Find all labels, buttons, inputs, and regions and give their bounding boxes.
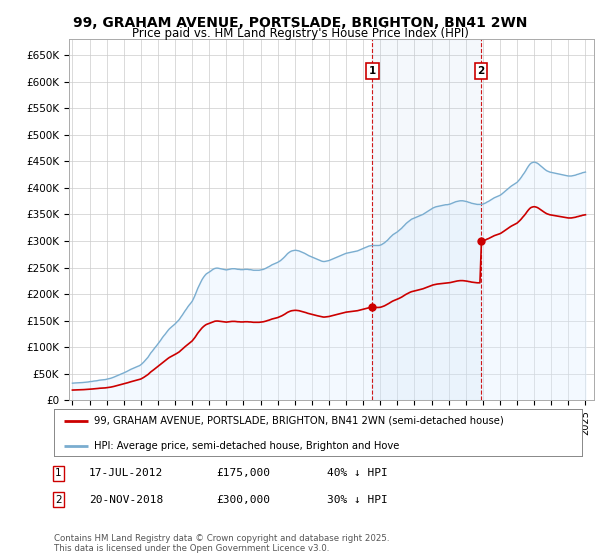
Text: 20-NOV-2018: 20-NOV-2018 xyxy=(89,494,163,505)
Text: Contains HM Land Registry data © Crown copyright and database right 2025.
This d: Contains HM Land Registry data © Crown c… xyxy=(54,534,389,553)
Text: 1: 1 xyxy=(55,468,62,478)
Text: 99, GRAHAM AVENUE, PORTSLADE, BRIGHTON, BN41 2WN: 99, GRAHAM AVENUE, PORTSLADE, BRIGHTON, … xyxy=(73,16,527,30)
Text: 40% ↓ HPI: 40% ↓ HPI xyxy=(327,468,388,478)
Bar xyxy=(373,39,481,400)
Text: 2: 2 xyxy=(55,494,62,505)
Text: £300,000: £300,000 xyxy=(216,494,270,505)
Text: 17-JUL-2012: 17-JUL-2012 xyxy=(89,468,163,478)
Text: 30% ↓ HPI: 30% ↓ HPI xyxy=(327,494,388,505)
Text: Price paid vs. HM Land Registry's House Price Index (HPI): Price paid vs. HM Land Registry's House … xyxy=(131,27,469,40)
Text: 99, GRAHAM AVENUE, PORTSLADE, BRIGHTON, BN41 2WN (semi-detached house): 99, GRAHAM AVENUE, PORTSLADE, BRIGHTON, … xyxy=(94,416,503,426)
Text: £175,000: £175,000 xyxy=(216,468,270,478)
Text: 1: 1 xyxy=(369,66,376,76)
Text: HPI: Average price, semi-detached house, Brighton and Hove: HPI: Average price, semi-detached house,… xyxy=(94,441,399,451)
Text: 2: 2 xyxy=(478,66,485,76)
